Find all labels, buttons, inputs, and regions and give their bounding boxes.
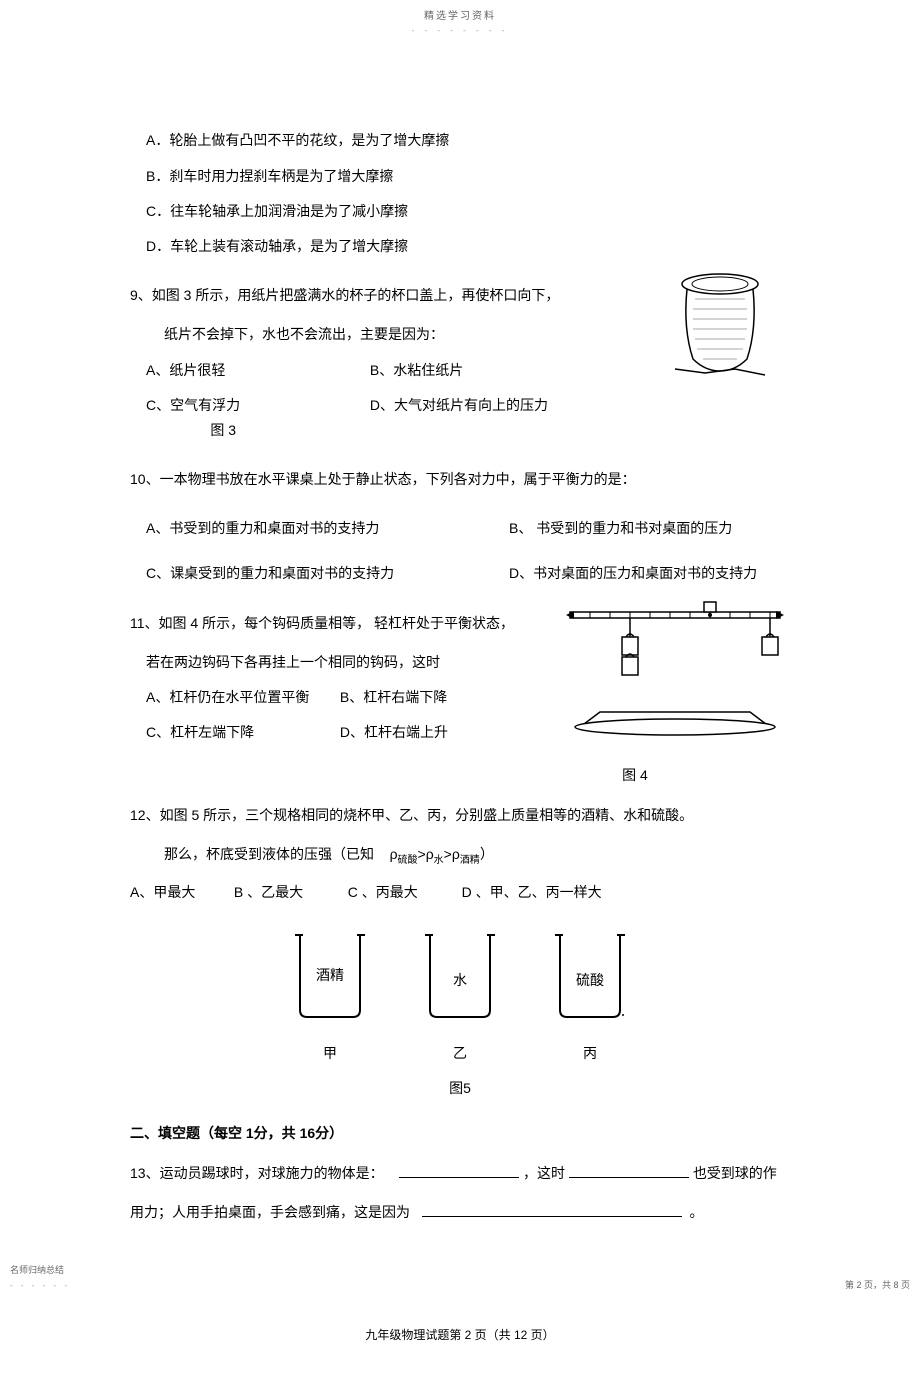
q8-option-c: C．往车轮轴承上加润滑油是为了减小摩擦 [130, 199, 790, 224]
fig4-image [560, 597, 790, 755]
q9-option-b: B、水粘住纸片 [370, 358, 463, 383]
q12-option-d: D 、甲、乙、丙一样大 [462, 880, 602, 905]
q11-option-a: A、杠杆仍在水平位置平衡 [146, 685, 336, 710]
q12-stem-1: 12、如图 5 所示，三个规格相同的烧杯甲、乙、丙，分别盛上质量相等的酒精、水和… [130, 803, 790, 828]
q8-option-b: B．刹车时用力捏刹车柄是为了增大摩擦 [130, 164, 790, 189]
q11-stem-1: 11、如图 4 所示，每个钩码质量相等， 轻杠杆处于平衡状态， [130, 611, 560, 636]
beaker-bing: 硫酸 丙 [545, 925, 635, 1066]
q9-block: 9、如图 3 所示，用纸片把盛满水的杯子的杯口盖上，再使杯口向下， 纸片不会掉下… [130, 269, 790, 453]
q9-option-c: C、空气有浮力 [146, 393, 366, 418]
q13-blank-3 [422, 1201, 682, 1217]
q13-line1: 13、运动员踢球时，对球施力的物体是： ，这时 也受到球的作 [130, 1161, 790, 1186]
header-label: 精选学习资料 [0, 0, 920, 26]
header-dots: - - - - - - - - [0, 24, 920, 38]
q8-option-d: D．车轮上装有滚动轴承，是为了增大摩擦 [130, 234, 790, 259]
beaker-yi-liquid: 水 [453, 972, 467, 988]
beaker-jia-label: 甲 [285, 1041, 375, 1066]
beaker-yi: 水 乙 [415, 925, 505, 1066]
q13-blank-1 [399, 1162, 519, 1178]
q10-option-a: A、书受到的重力和桌面对书的支持力 [130, 516, 493, 541]
fig5-label: 图5 [130, 1076, 790, 1101]
q9-option-a: A、纸片很轻 [146, 358, 366, 383]
section2-title: 二、填空题（每空 1分，共 16分） [130, 1121, 790, 1146]
q10-stem: 10、一本物理书放在水平课桌上处于静止状态，下列各对力中，属于平衡力的是： [130, 467, 790, 492]
bottom-right-label: 第 2 页，共 8 页 [845, 1277, 910, 1293]
q11-option-b: B、杠杆右端下降 [340, 685, 447, 710]
q9-stem-2: 纸片不会掉下，水也不会流出，主要是因为： [130, 322, 650, 347]
q8-option-a: A．轮胎上做有凸凹不平的花纹，是为了增大摩擦 [130, 128, 790, 153]
q11-option-d: D、杠杆右端上升 [340, 720, 448, 745]
q11-block: 11、如图 4 所示，每个钩码质量相等， 轻杠杆处于平衡状态， 若在两边钩码下各… [130, 597, 790, 756]
beakers-row: 酒精 甲 水 乙 硫酸 丙 [130, 925, 790, 1066]
q13-line2: 用力；人用手拍桌面，手会感到痛，这是因为 。 [130, 1200, 790, 1225]
q11-stem-2: 若在两边钩码下各再挂上一个相同的钩码，这时 [130, 650, 560, 675]
q11-option-c: C、杠杆左端下降 [146, 720, 336, 745]
q9-option-d: D、大气对纸片有向上的压力 [370, 393, 620, 418]
q12-option-c: C 、丙最大 [348, 880, 458, 905]
beaker-jia-liquid: 酒精 [316, 967, 344, 983]
q12-option-b: B 、乙最大 [234, 880, 344, 905]
fig3-image [650, 269, 790, 387]
beaker-jia: 酒精 甲 [285, 925, 375, 1066]
q10-option-c: C、课桌受到的重力和桌面对书的支持力 [130, 561, 493, 586]
beaker-bing-liquid: 硫酸 [576, 972, 604, 988]
fig4-label: 图 4 [130, 763, 790, 788]
q13-blank-2 [569, 1162, 689, 1178]
beaker-yi-label: 乙 [415, 1041, 505, 1066]
q12-stem-2: 那么，杯底受到液体的压强（已知 ρ硫酸>ρ水>ρ酒精） [130, 842, 790, 870]
q10-option-b: B、 书受到的重力和书对桌面的压力 [493, 516, 790, 541]
page-content: A．轮胎上做有凸凹不平的花纹，是为了增大摩擦 B．刹车时用力捏刹车柄是为了增大摩… [0, 38, 920, 1386]
beaker-bing-label: 丙 [545, 1041, 635, 1066]
page-footer: 九年级物理试题第 2 页（共 12 页） [130, 1325, 790, 1347]
q9-stem-1: 9、如图 3 所示，用纸片把盛满水的杯子的杯口盖上，再使杯口向下， [130, 283, 650, 308]
q12-option-a: A、甲最大 [130, 880, 230, 905]
fig3-label: 图 3 [146, 418, 236, 443]
q10-option-d: D、书对桌面的压力和桌面对书的支持力 [493, 561, 790, 586]
bottom-left-label: 名师归纳总结 - - - - - - [10, 1262, 70, 1293]
